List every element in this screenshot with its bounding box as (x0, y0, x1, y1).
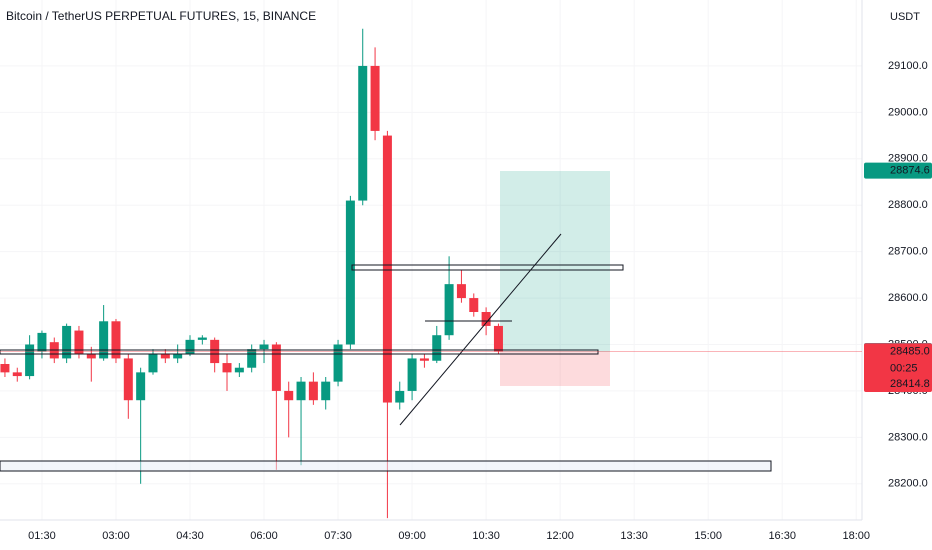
candle-body (382, 135, 392, 403)
x-tick-label: 03:00 (102, 530, 130, 542)
candle-body (37, 332, 47, 352)
trend-line (399, 233, 562, 426)
x-tick-label: 12:00 (546, 530, 574, 542)
candle-body (358, 65, 368, 201)
candle-body (62, 325, 72, 359)
axis-labels: 28200.028300.028400.028500.028600.028700… (28, 60, 928, 542)
candle-body (432, 335, 442, 361)
y-tick-label: 28800.0 (888, 199, 928, 211)
candle-body (197, 337, 207, 340)
candle-body (456, 284, 466, 299)
candle-body (321, 381, 331, 401)
candle-body (493, 325, 503, 352)
x-tick-label: 10:30 (472, 530, 500, 542)
support-box (0, 349, 599, 355)
candle-body (345, 200, 355, 345)
candle-body (308, 381, 318, 401)
candle-body (86, 353, 96, 359)
x-tick-label: 16:30 (768, 530, 796, 542)
price-tag (864, 376, 932, 393)
candle-body (247, 349, 257, 368)
candle-body (136, 372, 146, 401)
x-tick-label: 09:00 (398, 530, 426, 542)
y-tick-label: 28200.0 (888, 478, 928, 490)
candle-body (444, 284, 454, 336)
price-tag-label: 28414.8 (890, 378, 930, 390)
candle-body (111, 321, 121, 359)
candle-body (173, 353, 183, 359)
candle-body (0, 364, 10, 373)
x-tick-label: 13:30 (620, 530, 648, 542)
candle-body (25, 344, 35, 377)
candle-body (271, 344, 281, 391)
candle-body (160, 353, 170, 359)
y-tick-label: 29000.0 (888, 106, 928, 118)
candle-body (481, 312, 491, 326)
candle-body (123, 358, 133, 401)
candle-body (222, 363, 232, 373)
candle-body (259, 344, 269, 350)
x-tick-label: 01:30 (28, 530, 56, 542)
candle-body (185, 339, 195, 354)
candle-body (296, 381, 306, 401)
y-tick-label: 28700.0 (888, 246, 928, 258)
x-tick-label: 18:00 (842, 530, 870, 542)
candles (0, 28, 503, 519)
price-tag-label: 28874.6 (890, 164, 930, 176)
position-loss-zone (500, 352, 610, 386)
position-profit-zone (500, 171, 610, 352)
price-tag (864, 162, 932, 179)
candle-body (148, 353, 158, 373)
countdown-label: 00:25 (890, 362, 918, 374)
chart-title: Bitcoin / TetherUS PERPETUAL FUTURES, 15… (6, 9, 316, 23)
y-tick-label: 29100.0 (888, 60, 928, 72)
currency-label: USDT (890, 11, 920, 23)
x-tick-label: 04:30 (176, 530, 204, 542)
candle-body (419, 358, 429, 361)
candle-body (407, 358, 417, 391)
x-tick-label: 07:30 (324, 530, 352, 542)
candle-body (469, 298, 479, 312)
candle-body (284, 390, 294, 401)
candle-body (99, 321, 109, 359)
candle-body (74, 330, 84, 354)
candle-body (234, 367, 244, 373)
y-tick-label: 28300.0 (888, 431, 928, 443)
resistance-box (351, 264, 624, 271)
candle-body (370, 65, 380, 131)
candle-body (333, 344, 343, 382)
candle-body (12, 372, 22, 377)
y-tick-label: 28600.0 (888, 292, 928, 304)
x-tick-label: 15:00 (694, 530, 722, 542)
candle-body (395, 390, 405, 403)
demand-box (0, 460, 772, 472)
price-tag (864, 343, 932, 380)
y-tick-label: 28900.0 (888, 153, 928, 165)
x-tick-label: 06:00 (250, 530, 278, 542)
price-tag-label: 28485.0 (890, 345, 930, 357)
